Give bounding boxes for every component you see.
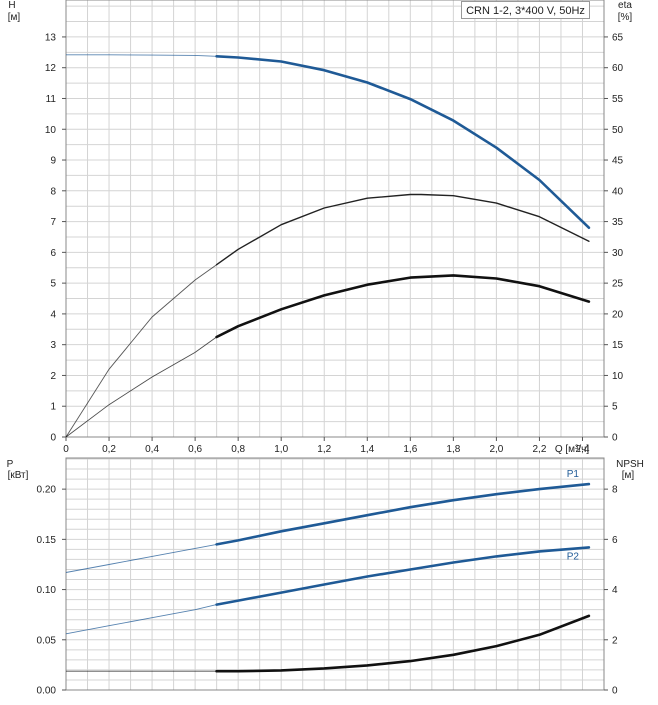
top-left-tick-label: 9 [50,156,56,167]
bottom-left-tick-label: 0.10 [37,585,57,596]
top-series-2-operating-line [215,274,591,339]
top-right-axis-unit: [%] [618,12,633,23]
x-tick-label: 2,0 [489,444,503,455]
top-right-axis-label: eta [618,0,632,11]
top-right-tick-label: 60 [612,63,624,74]
top-left-tick-label: 12 [45,63,57,74]
top-right-tick-label: 25 [612,279,624,290]
bottom-series-1-operating-line [215,546,591,606]
bottom-left-axis-unit: [кВт] [8,470,29,481]
top-right-tick-label: 55 [612,94,624,105]
x-tick-label: 1,4 [360,444,374,455]
top-right-tick-label: 35 [612,217,624,228]
top-left-axis-label: H [8,0,15,11]
bottom-right-axis-label: NPSH [616,459,644,470]
bottom-left-tick-label: 0.05 [37,635,57,646]
top-plot-area [66,0,604,437]
top-left-tick-label: 1 [50,402,56,413]
bottom-series-1-label: P2 [567,551,580,562]
top-right-tick-label: 65 [612,32,624,43]
bottom-left-tick-label: 0.20 [37,485,57,496]
x-tick-label: 1,6 [403,444,417,455]
x-tick-label: 0,4 [145,444,159,455]
bottom-series-1-extended-line [65,604,217,635]
top-series-2-extended-line [65,336,217,438]
bottom-series-0-extended-line [65,543,217,573]
top-left-tick-label: 7 [50,217,56,228]
bottom-plot-frame [65,457,605,691]
bottom-series-0-label: P1 [567,469,580,480]
bottom-right-tick-label: 4 [612,585,618,596]
bottom-right-tick-label: 8 [612,485,618,496]
top-right-tick-label: 5 [612,402,618,413]
bottom-right-tick-label: 6 [612,535,618,546]
bottom-left-axis-label: P [7,459,14,470]
x-tick-label: 2,4 [576,444,590,455]
top-left-tick-label: 8 [50,186,56,197]
bottom-plot-area [66,458,604,690]
top-right-tick-label: 30 [612,248,624,259]
top-plot-frame [65,0,605,438]
x-tick-label: 0,2 [102,444,116,455]
top-left-tick-label: 4 [50,309,56,320]
bottom-left-tick-label: 0.15 [37,535,57,546]
top-series-0-operating-line [215,54,591,229]
top-left-tick-label: 3 [50,340,56,351]
top-left-axis-unit: [м] [8,12,21,23]
x-tick-label: 2,2 [532,444,546,455]
top-series-1-operating-line [215,193,590,266]
top-right-tick-label: 15 [612,340,624,351]
legend-box: CRN 1-2, 3*400 V, 50Hz [461,1,590,19]
top-left-tick-label: 11 [46,94,57,105]
top-left-tick-label: 10 [45,125,57,136]
x-tick-label: 0,6 [188,444,202,455]
top-right-tick-label: 40 [612,186,624,197]
top-series-0-extended-line [66,54,217,57]
top-series-1-extended-line [65,264,217,438]
top-left-tick-label: 5 [50,279,56,290]
x-tick-label: 1,8 [446,444,460,455]
top-left-tick-label: 2 [50,371,56,382]
top-right-tick-label: 10 [612,371,624,382]
top-right-tick-label: 50 [612,125,624,136]
x-tick-label: 1,0 [274,444,288,455]
top-right-tick-label: 20 [612,309,624,320]
bottom-right-tick-label: 2 [612,635,618,646]
x-tick-label: 0,8 [231,444,245,455]
x-axis-label: Q [м³/ч] [555,444,590,455]
x-tick-label: 0 [63,444,69,455]
top-left-tick-label: 13 [45,32,57,43]
bottom-series-2-operating-line [215,614,591,673]
bottom-right-tick-label: 0 [612,686,618,697]
x-tick-label: 1,2 [317,444,331,455]
top-right-tick-label: 45 [612,156,624,167]
top-left-tick-label: 6 [50,248,56,259]
bottom-left-tick-label: 0.00 [37,686,57,697]
top-left-tick-label: 0 [50,433,56,444]
bottom-right-axis-unit: [м] [622,470,635,481]
top-right-tick-label: 0 [612,433,618,444]
bottom-series-0-operating-line [215,482,591,546]
